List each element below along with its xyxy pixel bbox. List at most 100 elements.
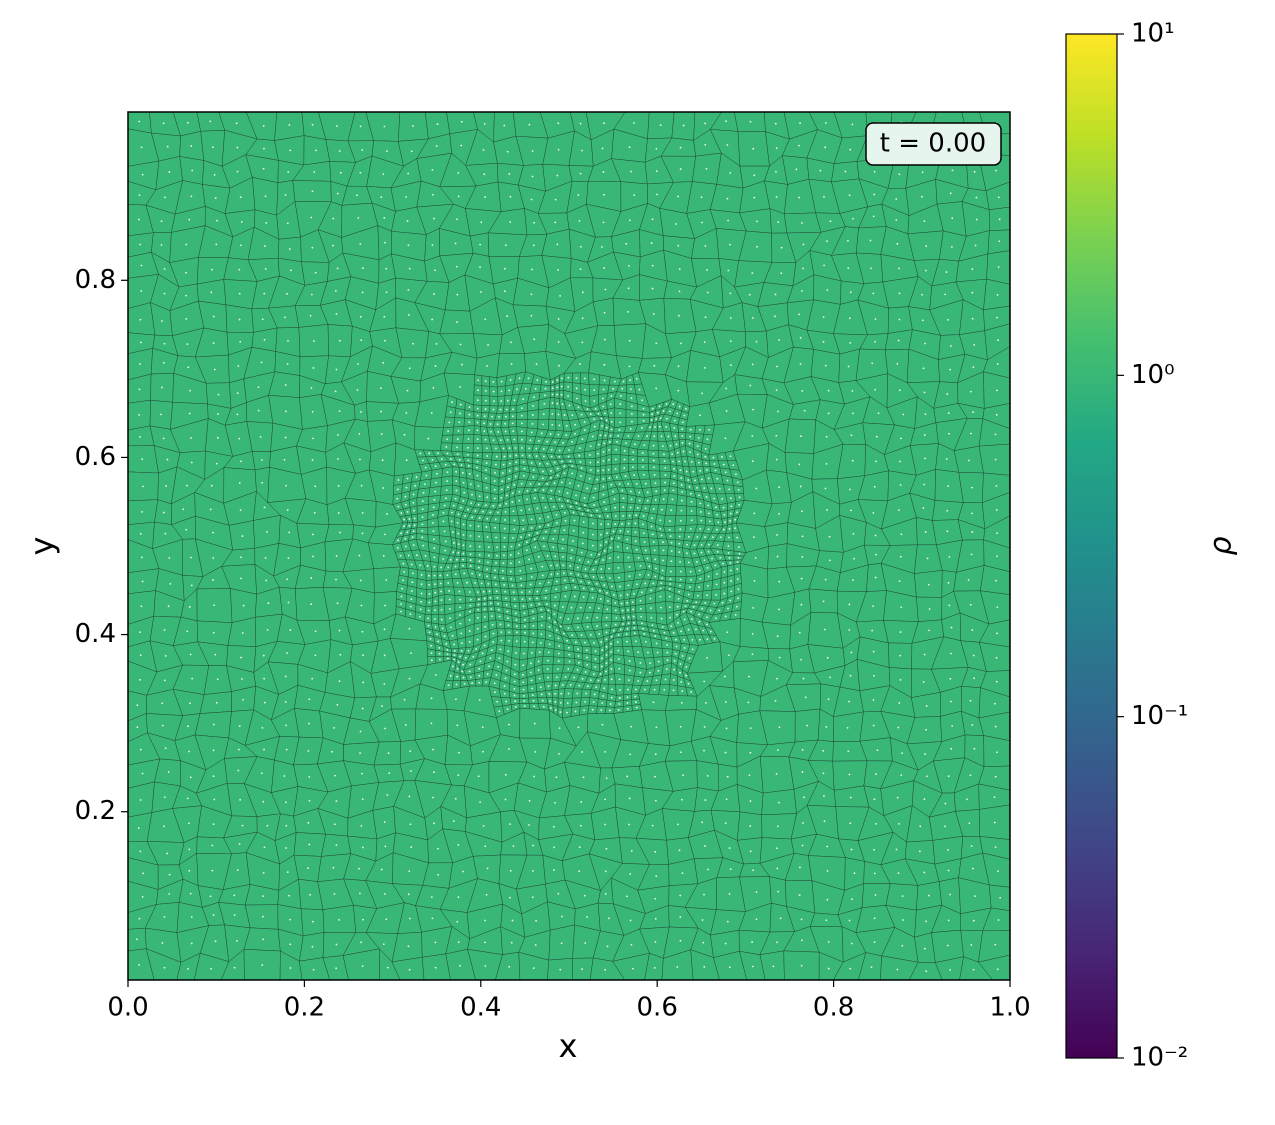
mesh-point [236, 170, 239, 173]
mesh-point [643, 688, 646, 691]
mesh-point [662, 445, 664, 448]
mesh-point [526, 490, 529, 492]
mesh-point [162, 361, 165, 364]
mesh-point [464, 515, 466, 517]
mesh-point [563, 632, 565, 635]
mesh-point [639, 662, 642, 664]
mesh-point [513, 528, 516, 531]
mesh-point [703, 341, 706, 344]
mesh-point [531, 268, 533, 271]
mesh-point [469, 598, 472, 601]
mesh-point [509, 195, 512, 198]
mesh-point [558, 498, 561, 501]
mesh-point [443, 504, 446, 507]
mesh-point [492, 439, 495, 442]
mesh-point [556, 174, 559, 177]
mesh-point [561, 505, 564, 507]
mesh-cell [833, 711, 864, 742]
mesh-point [550, 448, 553, 451]
mesh-point [263, 292, 266, 295]
mesh-point [616, 641, 619, 643]
mesh-point [701, 478, 703, 481]
mesh-point [826, 289, 829, 291]
mesh-point [751, 941, 754, 943]
mesh-point [522, 605, 525, 608]
mesh-point [237, 748, 240, 751]
mesh-point [310, 386, 313, 389]
mesh-point [438, 658, 441, 661]
mesh-point [504, 677, 507, 680]
mesh-point [495, 447, 497, 450]
mesh-point [581, 677, 584, 680]
mesh-point [469, 559, 472, 562]
mesh-point [898, 292, 901, 295]
mesh-point [631, 967, 634, 970]
mesh-point [729, 519, 731, 522]
mesh-point [687, 682, 690, 685]
mesh-point [681, 872, 684, 875]
mesh-point [186, 343, 189, 346]
mesh-point [190, 145, 193, 147]
mesh-point [439, 574, 442, 577]
mesh-point [599, 544, 602, 547]
mesh-point [237, 365, 240, 367]
mesh-point [690, 510, 693, 512]
mesh-point [496, 700, 499, 703]
mesh-point [707, 528, 710, 531]
mesh-point [667, 435, 670, 438]
mesh-point [755, 918, 758, 921]
mesh-point [492, 632, 495, 635]
mesh-point [560, 692, 563, 695]
mesh-point [661, 577, 663, 579]
mesh-point [653, 435, 656, 438]
mesh-point [404, 503, 407, 506]
mesh-point [189, 776, 192, 779]
mesh-point [140, 290, 143, 292]
mesh-point [434, 600, 437, 603]
mesh-point [895, 198, 898, 200]
mesh-point [577, 655, 580, 657]
mesh-point [456, 218, 458, 221]
mesh-point [442, 558, 445, 560]
mesh-point [166, 852, 169, 855]
mesh-point [853, 872, 856, 875]
mesh-point [608, 441, 611, 443]
mesh-point [554, 692, 557, 695]
mesh-point [330, 750, 333, 753]
mesh-point [659, 595, 662, 598]
mesh-point [501, 480, 504, 483]
mesh-point [464, 656, 467, 659]
mesh-point [476, 429, 479, 432]
mesh-point [563, 414, 566, 416]
mesh-point [610, 421, 613, 423]
mesh-point [848, 629, 851, 631]
mesh-point [679, 584, 681, 587]
mesh-point [775, 196, 778, 198]
mesh-point [730, 590, 733, 593]
mesh-point [578, 447, 581, 450]
mesh-point [852, 532, 855, 535]
mesh-point [654, 499, 657, 501]
mesh-point [594, 666, 597, 668]
mesh-point [555, 580, 558, 583]
mesh-point [614, 609, 617, 612]
mesh-point [287, 557, 290, 560]
mesh-point [655, 170, 658, 173]
mesh-point [850, 848, 853, 851]
mesh-point [718, 487, 721, 490]
mesh-point [654, 799, 657, 802]
mesh-point [801, 535, 804, 538]
mesh-point [722, 562, 724, 565]
mesh-point [384, 241, 386, 244]
mesh-point [514, 475, 517, 478]
mesh-point [824, 146, 827, 149]
mesh-point [579, 824, 582, 827]
mesh-point [515, 612, 517, 615]
mesh-point [848, 700, 851, 703]
mesh-point [619, 403, 622, 405]
mesh-point [563, 511, 566, 514]
mesh-point [628, 339, 631, 342]
mesh-point [625, 242, 628, 245]
mesh-point [160, 220, 163, 222]
mesh-point [568, 660, 571, 663]
